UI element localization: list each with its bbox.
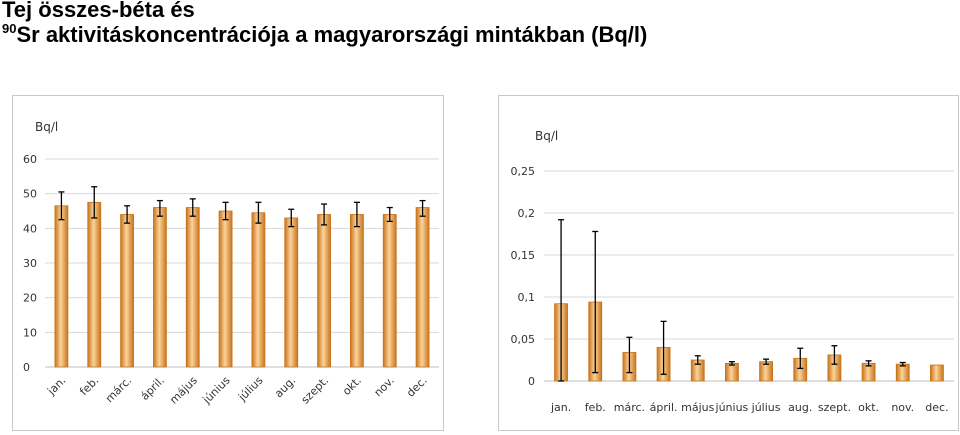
beta-bar [120, 214, 134, 368]
sr90-x-tick-label: jan. [550, 401, 571, 414]
sr90-y-tick-label: 0,15 [511, 249, 536, 262]
total-beta-chart-panel: 0 10 20 30 40 50 60 Bq/l jan. feb. márc. ápril. máju… [12, 95, 444, 431]
sr90-y-axis-label: Bq/l [535, 129, 558, 143]
beta-x-tick-label: aug. [272, 374, 298, 400]
beta-x-tick-label: jan. [44, 374, 68, 398]
beta-bar [382, 214, 397, 368]
sr90-y-tick-label: 0 [528, 375, 535, 388]
beta-y-axis-label: Bq/l [35, 120, 58, 134]
sr90-y-tick-label: 0,25 [511, 165, 536, 178]
beta-bar [284, 217, 299, 368]
beta-x-tick-label: május [167, 374, 200, 407]
beta-y-tick-label: 10 [23, 326, 37, 339]
beta-x-tick-label: június [200, 374, 233, 407]
beta-x-tick-label: szept. [299, 374, 332, 407]
sr90-bar [895, 363, 910, 382]
sr90-x-tick-label: július [751, 401, 781, 414]
beta-bar [185, 207, 200, 368]
title-line-1: Tej összes-béta és [2, 0, 195, 22]
sr90-y-tick-label: 0,05 [511, 333, 536, 346]
sr90-y-tick-label: 0,2 [518, 207, 536, 220]
sr90-bar [725, 362, 739, 382]
chart-title: Tej összes-béta és 90Sr aktivitáskoncentr… [2, 0, 647, 47]
sr90-x-tick-label: dec. [925, 401, 948, 414]
beta-bar [54, 205, 69, 368]
beta-bar [415, 207, 430, 368]
beta-bar [218, 210, 233, 368]
sr90-x-tick-label: május [681, 401, 714, 414]
beta-y-tick-label: 0 [23, 361, 30, 374]
beta-x-tick-label: ápril. [138, 374, 167, 403]
sr90-x-tick-label: szept. [818, 401, 851, 414]
sr90-y-tick-label: 0,1 [518, 291, 536, 304]
sr90-x-tick-label: június [715, 401, 749, 414]
beta-bar [87, 201, 102, 368]
sr90-x-tick-label: nov. [891, 401, 914, 414]
beta-y-tick-label: 30 [23, 257, 37, 270]
beta-x-tick-label: dec. [404, 374, 430, 400]
beta-y-tick-label: 60 [23, 153, 37, 166]
beta-bar [251, 212, 266, 368]
sr90-chart: 0 0,05 0,1 0,15 0,2 0,25 Bq/l jan. feb. márc. ápri… [511, 129, 954, 414]
beta-x-tick-label: márc. [103, 374, 134, 405]
beta-x-tick-label: nov. [372, 374, 397, 399]
beta-x-tick-label: okt. [340, 374, 364, 398]
beta-bar [350, 214, 364, 368]
isotope-mass-number: 90 [2, 21, 17, 36]
title-line-2: Sr aktivitáskoncentrációja a magyarorszá… [16, 22, 648, 47]
sr90-x-tick-label: aug. [788, 401, 812, 414]
sr90-x-tick-label: márc. [614, 401, 645, 414]
beta-x-tick-label: július [235, 374, 265, 404]
sr90-chart-panel: 0 0,05 0,1 0,15 0,2 0,25 Bq/l jan. feb. márc. ápri… [498, 95, 959, 431]
beta-bar [317, 214, 331, 368]
sr90-x-tick-label: okt. [858, 401, 879, 414]
beta-y-tick-label: 50 [23, 188, 37, 201]
beta-y-tick-label: 20 [23, 292, 37, 305]
sr90-x-tick-label: feb. [585, 401, 606, 414]
sr90-bar [930, 364, 944, 382]
beta-x-tick-label: feb. [77, 374, 101, 398]
total-beta-chart: 0 10 20 30 40 50 60 Bq/l jan. feb. márc. ápril. máju… [23, 120, 439, 407]
sr90-x-tick-label: ápril. [650, 401, 678, 414]
beta-y-tick-label: 40 [23, 222, 37, 235]
beta-bar [153, 207, 167, 368]
